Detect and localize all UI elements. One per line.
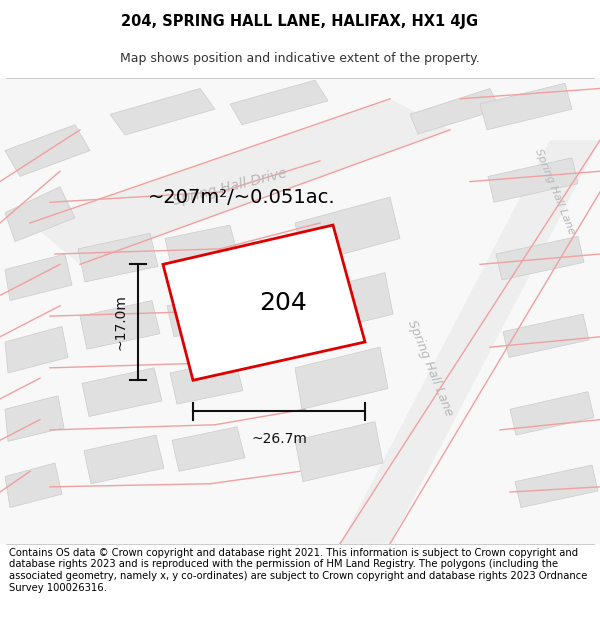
Polygon shape (515, 465, 598, 508)
Polygon shape (80, 301, 160, 349)
Text: ~17.0m: ~17.0m (113, 294, 127, 350)
Polygon shape (295, 422, 383, 482)
Text: 204: 204 (260, 291, 307, 315)
Polygon shape (340, 140, 600, 544)
Text: Spring Hall Lane: Spring Hall Lane (533, 148, 577, 236)
Polygon shape (167, 292, 240, 337)
Polygon shape (5, 396, 64, 441)
Polygon shape (5, 254, 72, 301)
Polygon shape (295, 347, 388, 409)
Polygon shape (295, 197, 400, 264)
Text: ~207m²/~0.051ac.: ~207m²/~0.051ac. (148, 188, 335, 207)
Text: 204, SPRING HALL LANE, HALIFAX, HX1 4JG: 204, SPRING HALL LANE, HALIFAX, HX1 4JG (121, 14, 479, 29)
Text: Contains OS data © Crown copyright and database right 2021. This information is : Contains OS data © Crown copyright and d… (9, 548, 587, 592)
Polygon shape (5, 463, 62, 508)
Text: Spring Hall Lane: Spring Hall Lane (405, 318, 455, 418)
Polygon shape (503, 314, 589, 358)
Text: Map shows position and indicative extent of the property.: Map shows position and indicative extent… (120, 52, 480, 65)
Polygon shape (82, 368, 162, 416)
Polygon shape (110, 89, 215, 135)
Polygon shape (165, 225, 238, 269)
Polygon shape (5, 187, 75, 242)
Polygon shape (488, 158, 578, 202)
Text: ~26.7m: ~26.7m (251, 432, 307, 446)
Polygon shape (510, 392, 594, 435)
Polygon shape (172, 427, 245, 471)
Polygon shape (480, 83, 572, 130)
Polygon shape (84, 435, 164, 484)
Polygon shape (5, 124, 90, 176)
Polygon shape (170, 359, 243, 404)
Polygon shape (0, 78, 600, 544)
Polygon shape (496, 236, 584, 280)
Polygon shape (163, 225, 365, 380)
Polygon shape (5, 326, 68, 373)
Text: Spring Hall Drive: Spring Hall Drive (172, 166, 289, 208)
Polygon shape (30, 99, 450, 264)
Polygon shape (230, 80, 328, 124)
Polygon shape (295, 272, 393, 337)
Polygon shape (410, 89, 500, 134)
Polygon shape (78, 233, 158, 282)
